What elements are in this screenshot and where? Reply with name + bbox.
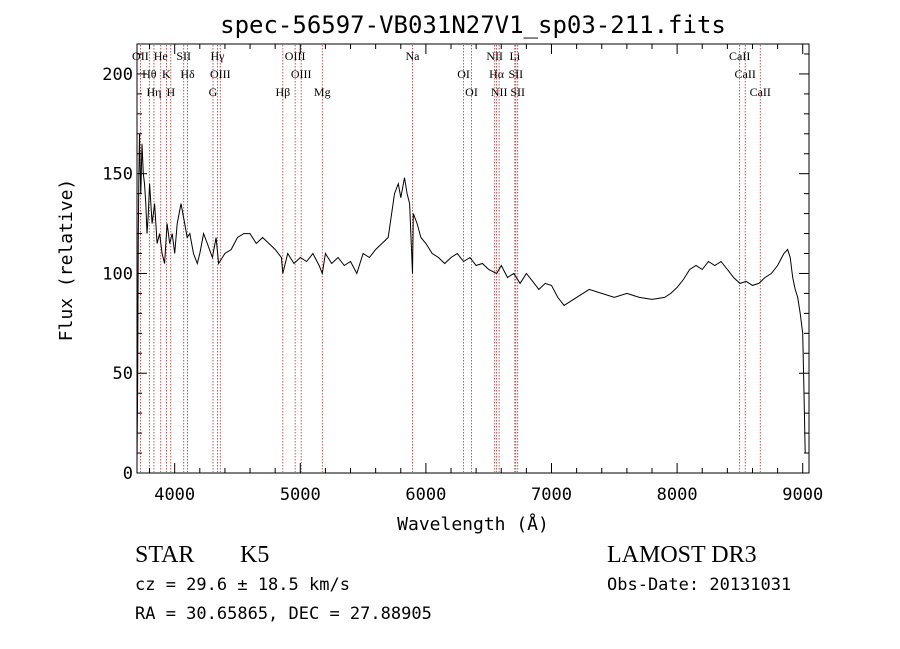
line-marker-label: G [209, 85, 218, 99]
redshift-text: cz = 29.6 ± 18.5 km/s [135, 575, 350, 595]
line-marker-label: CaII [750, 85, 771, 99]
line-marker-label: K [162, 67, 171, 81]
line-marker-label: He [154, 49, 168, 63]
y-axis-ticks: 0 50 100 150 200 [102, 53, 809, 484]
line-marker-label: NII [486, 49, 503, 63]
line-marker-label: SII [508, 67, 523, 81]
x-tick-label: 6000 [405, 485, 446, 505]
line-marker-label: Mg [314, 85, 331, 99]
y-tick-label: 100 [102, 264, 133, 284]
line-marker-label: SII [510, 85, 525, 99]
y-tick-label: 150 [102, 165, 133, 185]
line-marker-label: H [166, 85, 175, 99]
y-tick-label: 50 [113, 364, 133, 384]
line-marker-label: Hα [489, 67, 505, 81]
line-marker-label: Hβ [275, 85, 290, 99]
line-marker-label: Hη [146, 85, 161, 99]
survey-label: LAMOST DR3 [607, 542, 757, 568]
plot-frame [136, 43, 810, 474]
line-marker-label: Na [405, 49, 420, 63]
spectrum-line [136, 133, 806, 464]
obs-date-text: Obs-Date: 20131031 [607, 575, 791, 595]
x-axis-ticks: 4000 5000 6000 7000 8000 9000 [149, 44, 823, 505]
line-marker-labels: OIIHθHηHeKHSIIHδGHγOIIIHβOIIIOIIIMgNaOIO… [132, 49, 771, 99]
line-marker-label: NII [491, 85, 508, 99]
line-marker-label: SII [176, 49, 191, 63]
chart-title: spec-56597-VB031N27V1_sp03-211.fits [220, 11, 726, 39]
x-axis-label: Wavelength (Å) [397, 513, 549, 535]
line-marker-label: Li [509, 49, 520, 63]
line-marker-label: OI [457, 67, 470, 81]
line-marker-label: Hδ [180, 67, 195, 81]
line-marker-label: Hθ [142, 67, 157, 81]
line-marker-label: OII [132, 49, 149, 63]
subclass-label: K5 [240, 542, 269, 568]
line-marker-label: Hγ [211, 49, 226, 63]
x-tick-label: 9000 [782, 485, 823, 505]
x-tick-label: 8000 [657, 485, 698, 505]
x-tick-label: 5000 [280, 485, 321, 505]
line-marker-label: OI [465, 85, 478, 99]
x-tick-label: 7000 [531, 485, 572, 505]
y-tick-label: 0 [123, 464, 133, 484]
coords-text: RA = 30.65865, DEC = 27.88905 [135, 604, 432, 624]
y-axis-label: Flux (relative) [56, 179, 77, 342]
line-marker-label: OIII [291, 67, 312, 81]
line-marker-label: OIII [285, 49, 306, 63]
line-marker-label: CaII [735, 67, 756, 81]
line-marker-label: CaII [729, 49, 750, 63]
x-tick-label: 4000 [154, 485, 195, 505]
y-tick-label: 200 [102, 65, 133, 85]
line-marker-label: OIII [210, 67, 231, 81]
class-label: STAR [135, 542, 194, 568]
